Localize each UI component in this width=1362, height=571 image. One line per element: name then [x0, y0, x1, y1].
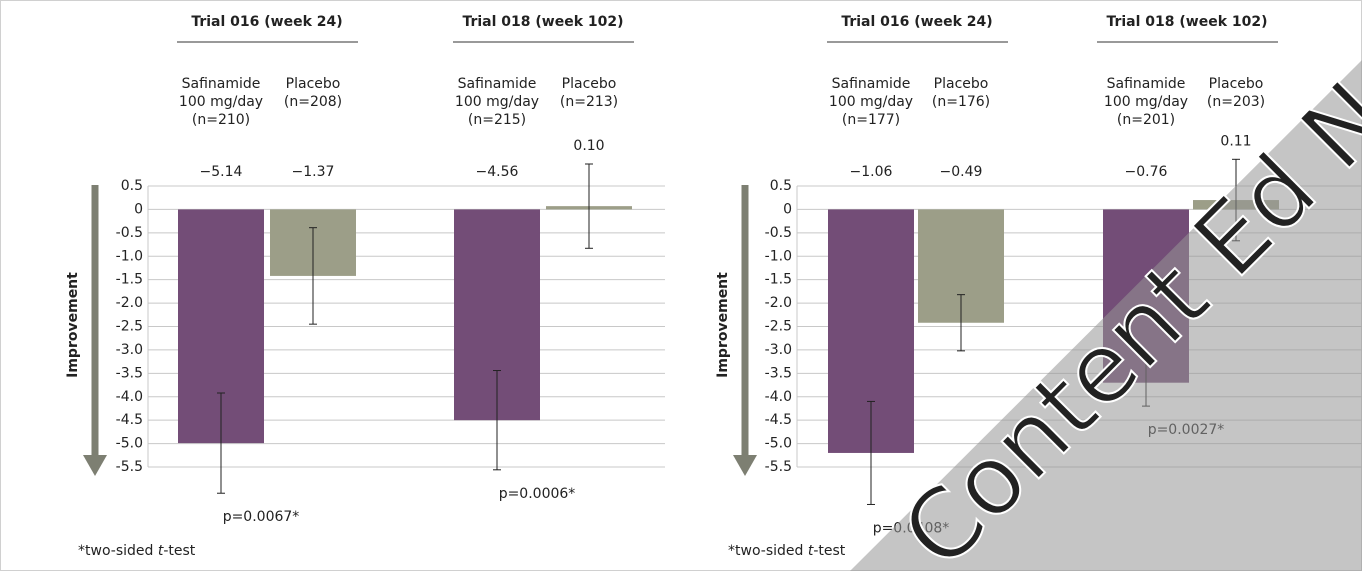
footnote-part: *two-sided	[78, 543, 158, 559]
category-label: 100 mg/day	[455, 94, 539, 110]
category-label: Safinamide	[1107, 76, 1186, 92]
group-title: Trial 018 (week 102)	[462, 14, 623, 30]
footnote-part: -test	[163, 543, 195, 559]
category-label: 100 mg/day	[1104, 94, 1188, 110]
mean-label: −0.49	[940, 164, 983, 180]
y-tick-label: -4.5	[765, 412, 792, 428]
y-tick-label: 0.5	[770, 178, 792, 194]
y-tick-label: -1.5	[765, 272, 792, 288]
footnote: *two-sided t-test	[728, 543, 846, 559]
y-tick-label: -2.5	[765, 319, 792, 335]
y-tick-label: 0	[783, 201, 792, 217]
footnote-part: t	[808, 543, 814, 559]
mean-label: −4.56	[476, 164, 519, 180]
category-label: (n=215)	[468, 112, 526, 128]
category-label: (n=176)	[932, 94, 990, 110]
y-axis-label: Improvement	[715, 272, 731, 378]
category-label: 100 mg/day	[179, 94, 263, 110]
category-label: Safinamide	[182, 76, 261, 92]
watermark-band	[850, 60, 1362, 571]
y-tick-label: 0.5	[121, 178, 143, 194]
y-tick-label: -2.0	[765, 295, 792, 311]
y-tick-label: -5.0	[116, 436, 143, 452]
y-tick-label: -5.0	[765, 436, 792, 452]
category-label: Safinamide	[832, 76, 911, 92]
category-label: (n=208)	[284, 94, 342, 110]
group-title: Trial 016 (week 24)	[841, 14, 992, 30]
y-tick-label: -1.0	[116, 248, 143, 264]
y-tick-label: -2.0	[116, 295, 143, 311]
y-tick-label: -3.5	[765, 365, 792, 381]
category-label: 100 mg/day	[829, 94, 913, 110]
y-tick-label: -1.0	[765, 248, 792, 264]
footnote: *two-sided t-test	[78, 543, 196, 559]
category-label: (n=203)	[1207, 94, 1265, 110]
y-tick-label: -4.0	[765, 389, 792, 405]
p-value: p=0.0006*	[499, 486, 576, 502]
panel: 0.5 0 -0.5 -1.0 -1.5 -2.0 -2.5 -3.0 -3.5 -4.0 -4.5…	[65, 14, 665, 559]
arrow-head	[83, 455, 107, 476]
y-tick-label: -2.5	[116, 319, 143, 335]
group-title: Trial 018 (week 102)	[1106, 14, 1267, 30]
y-tick-label: -5.5	[116, 459, 143, 475]
category-label: Placebo	[1209, 76, 1264, 92]
category-label: (n=177)	[842, 112, 900, 128]
category-label: Placebo	[286, 76, 341, 92]
y-tick-label: 0	[134, 201, 143, 217]
p-value: p=0.0067*	[223, 509, 300, 525]
category-label: (n=201)	[1117, 112, 1175, 128]
category-label: Placebo	[562, 76, 617, 92]
mean-label: −5.14	[200, 164, 243, 180]
y-tick-label: -4.0	[116, 389, 143, 405]
mean-label: −1.37	[292, 164, 335, 180]
y-axis-label: Improvement	[65, 272, 81, 378]
y-tick-label: -0.5	[116, 225, 143, 241]
category-label: Placebo	[934, 76, 989, 92]
footnote-part: *two-sided	[728, 543, 808, 559]
y-tick-label: -1.5	[116, 272, 143, 288]
footnote-part: -test	[813, 543, 845, 559]
arrow-head	[733, 455, 757, 476]
mean-label: 0.10	[573, 138, 604, 154]
y-tick-label: -4.5	[116, 412, 143, 428]
y-tick-label: -3.5	[116, 365, 143, 381]
category-label: (n=213)	[560, 94, 618, 110]
category-label: Safinamide	[458, 76, 537, 92]
mean-label: 0.11	[1220, 133, 1251, 149]
group-title: Trial 016 (week 24)	[191, 14, 342, 30]
y-tick-label: -5.5	[765, 459, 792, 475]
mean-label: −0.76	[1125, 164, 1168, 180]
y-tick-label: -3.0	[116, 342, 143, 358]
y-tick-label: -0.5	[765, 225, 792, 241]
y-tick-label: -3.0	[765, 342, 792, 358]
mean-label: −1.06	[850, 164, 893, 180]
footnote-part: t	[158, 543, 164, 559]
category-label: (n=210)	[192, 112, 250, 128]
